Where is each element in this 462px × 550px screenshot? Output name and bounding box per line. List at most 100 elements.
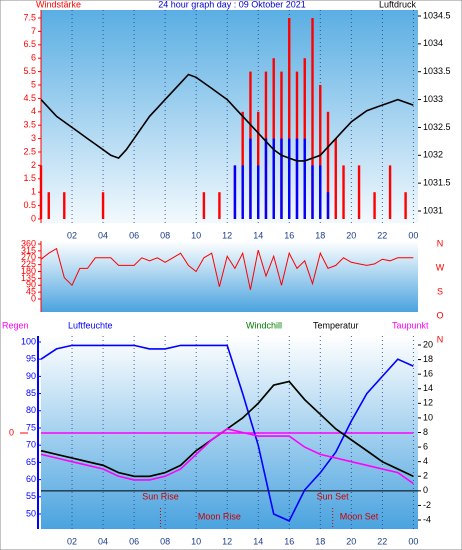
y2-tick-label: 1034 (423, 38, 443, 48)
y-tick-label: 5 (31, 79, 36, 89)
y2-tick-label: 1031.5 (423, 178, 451, 188)
x-tick-label: 08 (160, 536, 170, 546)
wind-bar (257, 165, 260, 219)
y-tick-label: 100 (21, 336, 36, 346)
y2-tick-label: 8 (423, 427, 428, 437)
x-tick-label: 02 (67, 230, 77, 240)
x-tick-label: 22 (377, 536, 387, 546)
y-tick-label: 0.5 (23, 200, 36, 210)
wind-bar (249, 138, 252, 219)
y-tick-label: 65 (26, 457, 36, 467)
y-tick-label: 95 (26, 354, 36, 364)
wind-bar (101, 192, 105, 219)
y2-tick-label: 6 (423, 441, 428, 451)
y2-tick-label: 0 (423, 485, 428, 495)
x-tick-label: 22 (377, 230, 387, 240)
panel-background (41, 241, 418, 312)
x-tick-label: 08 (160, 230, 170, 240)
x-tick-label: 14 (253, 536, 263, 546)
legend-label: Regen (2, 320, 29, 330)
x-tick-label: 16 (284, 230, 294, 240)
y-tick-label: 90 (26, 280, 36, 290)
y-axis-label: Windstärke (36, 0, 81, 9)
x-tick-label: 06 (129, 230, 139, 240)
y-tick-label: 7.5 (23, 12, 36, 22)
y-tick-label: 270 (21, 252, 36, 262)
x-tick-label: 12 (222, 230, 232, 240)
wind-bar (357, 165, 361, 219)
annotation: Moon Rise (198, 511, 241, 521)
y2-tick-label: 1033.5 (423, 66, 451, 76)
y-tick-label: 1.5 (23, 173, 36, 183)
x-tick-label: 00 (408, 230, 418, 240)
series-line (40, 73, 414, 162)
y2-tick-label: 1034.5 (423, 10, 451, 20)
y-tick-label: 315 (21, 245, 36, 255)
y-tick-label: 4 (31, 106, 36, 116)
wind-bar (404, 192, 407, 219)
annotation: Moon Set (340, 511, 379, 521)
y2-axis-label: Luftdruck (379, 0, 417, 9)
y-tick-label: 50 (26, 508, 36, 518)
y2-tick-label: -2 (423, 500, 431, 510)
x-tick-label: 00 (408, 536, 418, 546)
y2-tick-label: 2 (423, 471, 428, 481)
y-tick-label: 180 (21, 266, 36, 276)
y-tick-label: 75 (26, 422, 36, 432)
wind-bar (295, 138, 299, 219)
y-tick-label: 360 (21, 238, 36, 248)
compass-label: N (437, 334, 444, 344)
wind-bar (373, 192, 376, 219)
y-tick-label: 60 (26, 474, 36, 484)
y-tick-label: 85 (26, 388, 36, 398)
y2-tick-label: -4 (423, 514, 431, 524)
wind-bar (47, 192, 50, 219)
y2-tick-label: 1031 (423, 205, 443, 215)
panel-background (41, 10, 418, 223)
y2-tick-label: 12 (423, 398, 433, 408)
wind-bar (303, 138, 306, 219)
y-tick-label: 6 (31, 53, 36, 63)
wind-bar (280, 138, 283, 219)
compass-label: N (437, 238, 444, 248)
legend-label: Temperatur (313, 320, 359, 330)
y2-tick-label: 1033 (423, 94, 443, 104)
wind-bar (326, 111, 330, 219)
series-line (40, 247, 414, 290)
y2-tick-label: 4 (423, 456, 428, 466)
wind-bar (39, 165, 43, 219)
wind-bar (272, 138, 275, 219)
y-tick-label: 4.5 (23, 93, 36, 103)
x-tick-label: 10 (191, 230, 201, 240)
y-tick-label: 90 (26, 371, 36, 381)
x-tick-label: 10 (191, 536, 201, 546)
y-tick-label: 0 (31, 293, 36, 303)
annotation: Sun Set (317, 491, 350, 501)
x-tick-label: 06 (129, 536, 139, 546)
x-tick-label: 04 (98, 536, 108, 546)
y2-tick-label: 16 (423, 369, 433, 379)
x-tick-label: 20 (346, 230, 356, 240)
x-tick-label: 04 (98, 230, 108, 240)
y-tick-label: 7 (31, 26, 36, 36)
y2-tick-label: 1032.5 (423, 122, 451, 132)
y-tick-label: 0 (31, 213, 36, 223)
y-tick-label: 3.5 (23, 120, 36, 130)
y-tick-label: 1 (31, 187, 36, 197)
wind-bar (288, 138, 291, 219)
x-tick-label: 18 (315, 230, 325, 240)
y-tick-label: 80 (26, 405, 36, 415)
y-tick-label: 3 (31, 133, 36, 143)
series-line (40, 428, 414, 485)
legend-label: Windchill (246, 320, 282, 330)
wind-bar (319, 85, 322, 219)
x-tick-label: 20 (346, 536, 356, 546)
wind-bar (311, 165, 314, 219)
wind-bar (233, 165, 237, 219)
y-tick-label: 2 (31, 160, 36, 170)
y2-tick-label: 20 (423, 339, 433, 349)
x-tick-label: 12 (222, 536, 232, 546)
x-tick-label: 02 (67, 536, 77, 546)
wind-bar (319, 165, 322, 219)
